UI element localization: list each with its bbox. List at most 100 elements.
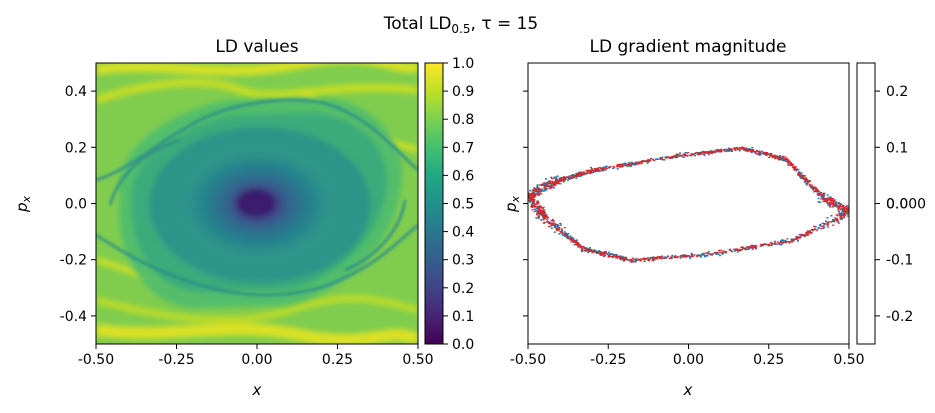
scatter-point (605, 165, 608, 168)
scatter-point (601, 254, 604, 256)
scatter-point (533, 202, 536, 204)
scatter-point (617, 164, 620, 166)
scatter-point (738, 248, 741, 250)
scatter-point (525, 193, 527, 195)
scatter-point (842, 216, 845, 219)
scatter-point (754, 245, 757, 247)
scatter-point (773, 154, 776, 156)
scatter-point (830, 201, 833, 203)
scatter-point (714, 150, 717, 152)
scatter-point (786, 161, 790, 163)
scatter-point (528, 195, 531, 197)
scatter-point (841, 207, 844, 210)
scatter-point (580, 247, 583, 249)
scatter-point (559, 178, 562, 180)
scatter-point (693, 254, 696, 256)
scatter-point (675, 154, 678, 156)
scatter-point (791, 164, 795, 166)
scatter-point (604, 166, 607, 169)
scatter-point (673, 155, 676, 157)
scatter-point (729, 150, 732, 152)
scatter-point (541, 207, 544, 209)
scatter-point (752, 247, 755, 249)
scatter-point (825, 198, 828, 200)
scatter-point (537, 187, 540, 189)
scatter-point (658, 255, 661, 258)
scatter-point (805, 182, 808, 184)
scatter-point (570, 239, 573, 241)
scatter-point (808, 184, 811, 187)
scatter-point (555, 227, 558, 229)
scatter-point (728, 249, 731, 251)
scatter-point (795, 237, 798, 239)
scatter-point (661, 256, 664, 258)
scatter-point (539, 184, 542, 186)
scatter-point (597, 167, 600, 169)
scatter-point (671, 254, 674, 257)
scatter-point (543, 216, 546, 218)
scatter-point (634, 261, 637, 263)
scatter-point (616, 168, 619, 170)
scatter-point (533, 192, 536, 194)
scatter-point (547, 184, 550, 186)
scatter-point (607, 251, 610, 254)
scatter-point (654, 256, 657, 259)
scatter-point (590, 249, 593, 252)
scatter-point (813, 225, 816, 227)
scatter-point (784, 239, 787, 242)
scatter-point (788, 242, 791, 244)
scatter-point (597, 169, 600, 171)
scatter-point (756, 150, 759, 152)
scatter-point (575, 239, 578, 241)
scatter-point (595, 170, 598, 173)
scatter-point (563, 234, 566, 236)
scatter-point (557, 225, 560, 227)
scatter-point (818, 224, 821, 226)
scatter-point (823, 224, 826, 226)
scatter-point (835, 204, 838, 206)
scatter-point (603, 253, 606, 255)
scatter-point (591, 171, 594, 173)
scatter-point (738, 149, 741, 152)
scatter-point (572, 175, 576, 177)
scatter-point (710, 254, 714, 256)
scatter-point (557, 182, 560, 184)
scatter-point (542, 214, 545, 216)
scatter-point (541, 188, 544, 191)
scatter-point (604, 252, 607, 254)
scatter-point (531, 209, 534, 211)
scatter-point (792, 167, 795, 169)
scatter-point (779, 241, 782, 243)
scatter-point (759, 245, 762, 248)
scatter-point (760, 150, 763, 152)
scatter-point (717, 149, 720, 151)
scatter-point (654, 257, 657, 259)
scatter-point (732, 248, 735, 250)
y-tick-label: 0.0 (65, 197, 87, 213)
ld-gradient-ylabel: px (502, 195, 522, 213)
scatter-point (820, 194, 823, 196)
scatter-point (558, 227, 561, 229)
scatter-point (535, 188, 538, 190)
scatter-point (600, 167, 603, 169)
scatter-point (603, 167, 606, 170)
scatter-point (789, 162, 792, 164)
scatter-point (823, 223, 826, 225)
scatter-point (762, 151, 766, 153)
scatter-point (533, 198, 536, 200)
scatter-point (659, 256, 662, 259)
scatter-point (544, 186, 547, 188)
scatter-point (635, 258, 638, 260)
scatter-point (537, 215, 540, 217)
scatter-point (607, 256, 611, 258)
scatter-point (578, 173, 581, 175)
scatter-point (684, 152, 687, 154)
scatter-point (554, 226, 557, 228)
scatter-point (779, 157, 782, 159)
scatter-point (829, 196, 832, 198)
scatter-point (687, 152, 690, 154)
scatter-point (805, 180, 808, 182)
scatter-point (757, 150, 761, 152)
scatter-point (738, 147, 741, 149)
scatter-point (619, 258, 622, 261)
